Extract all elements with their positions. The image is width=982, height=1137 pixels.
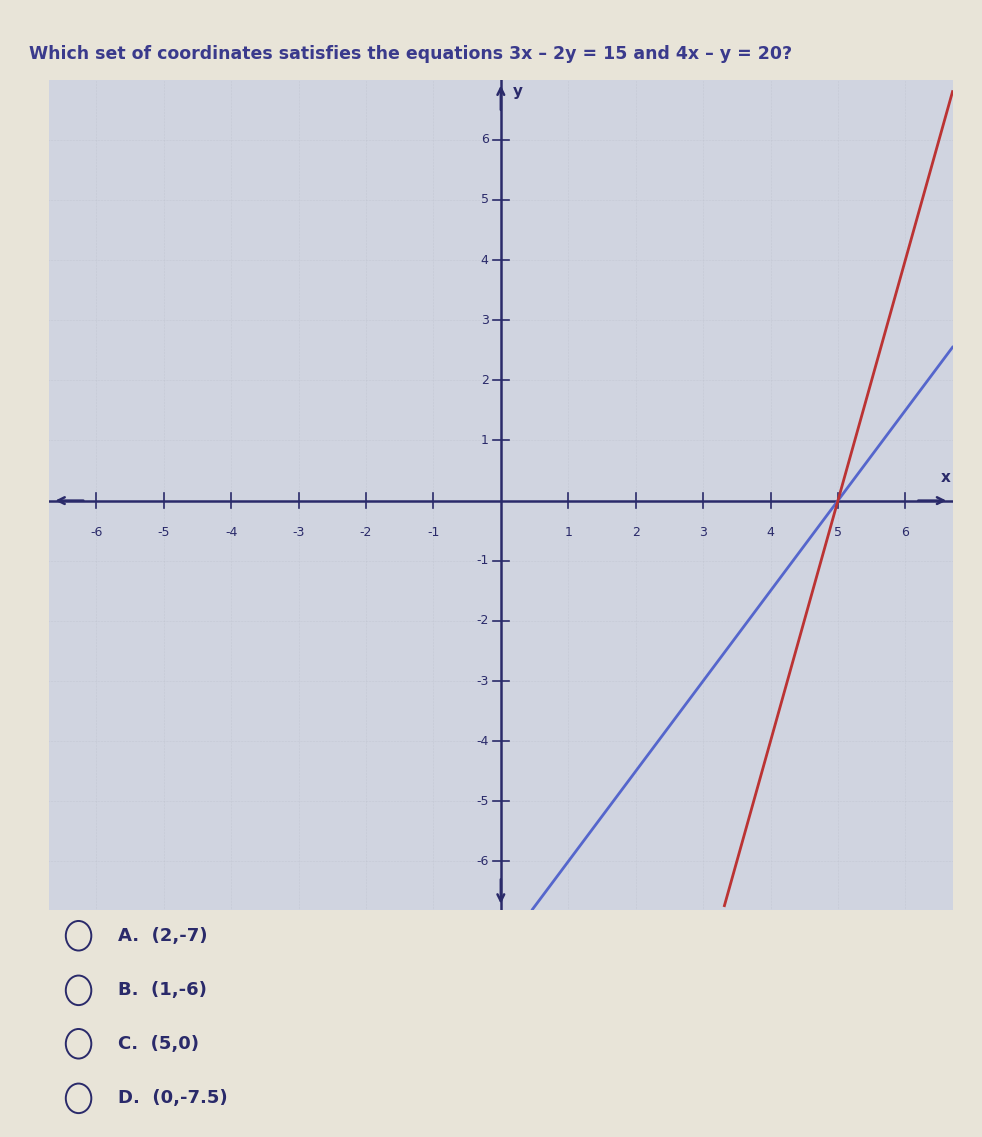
Text: -6: -6 xyxy=(476,855,489,868)
Text: B.  (1,-6): B. (1,-6) xyxy=(118,981,207,999)
Text: -1: -1 xyxy=(427,526,440,539)
Text: -4: -4 xyxy=(476,735,489,748)
Text: 2: 2 xyxy=(631,526,639,539)
Text: 1: 1 xyxy=(481,434,489,447)
Text: 6: 6 xyxy=(901,526,909,539)
Text: y: y xyxy=(513,84,522,99)
Text: 3: 3 xyxy=(481,314,489,326)
Text: 4: 4 xyxy=(481,254,489,266)
Text: 5: 5 xyxy=(480,193,489,207)
Text: 1: 1 xyxy=(565,526,573,539)
Text: -2: -2 xyxy=(476,614,489,628)
Text: D.  (0,-7.5): D. (0,-7.5) xyxy=(118,1089,228,1107)
Text: -6: -6 xyxy=(90,526,102,539)
Text: 4: 4 xyxy=(767,526,775,539)
Text: -5: -5 xyxy=(476,795,489,807)
Text: -3: -3 xyxy=(476,674,489,688)
Text: -2: -2 xyxy=(359,526,372,539)
Text: Which set of coordinates satisfies the equations 3x – 2y = 15 and 4x – y = 20?: Which set of coordinates satisfies the e… xyxy=(29,45,792,64)
Text: 6: 6 xyxy=(481,133,489,147)
Text: 5: 5 xyxy=(834,526,842,539)
Text: -5: -5 xyxy=(157,526,170,539)
Text: -3: -3 xyxy=(293,526,304,539)
Text: A.  (2,-7): A. (2,-7) xyxy=(118,927,207,945)
Text: -4: -4 xyxy=(225,526,238,539)
Text: 2: 2 xyxy=(481,374,489,387)
Text: -1: -1 xyxy=(476,554,489,567)
Text: x: x xyxy=(941,471,951,485)
Text: C.  (5,0): C. (5,0) xyxy=(118,1035,198,1053)
Text: 3: 3 xyxy=(699,526,707,539)
